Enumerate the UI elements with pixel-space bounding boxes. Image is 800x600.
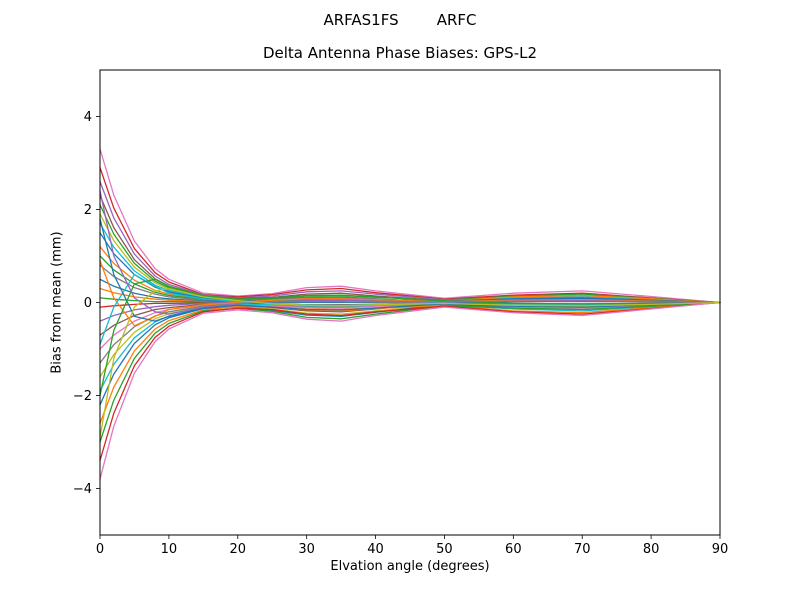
figure-suptitle: ARFAS1FS ARFC (323, 11, 477, 29)
series-line (99, 166, 721, 304)
chart-title: Delta Antenna Phase Biases: GPS-L2 (262, 44, 538, 62)
series-line (99, 301, 721, 425)
series-line (99, 301, 721, 350)
series-line (99, 301, 721, 462)
series-line (99, 301, 721, 480)
y-tick-label: −2 (73, 389, 92, 404)
x-tick-label: 70 (574, 542, 591, 557)
x-axis-label: Elvation angle (degrees) (330, 559, 490, 574)
x-tick-label: 50 (436, 542, 453, 557)
x-tick-label: 20 (230, 542, 247, 557)
series-line (99, 190, 721, 315)
x-tick-label: 60 (505, 542, 522, 557)
y-tick-label: 4 (84, 110, 92, 125)
x-tick-label: 40 (367, 542, 384, 557)
y-tick-label: 2 (84, 203, 92, 218)
x-tick-label: 0 (96, 542, 104, 557)
series-line (99, 278, 721, 397)
series-line (99, 287, 721, 439)
y-tick-label: −4 (73, 482, 92, 497)
series-line (99, 301, 721, 406)
series-line (99, 259, 721, 327)
series-line (99, 148, 721, 304)
x-tick-label: 90 (712, 542, 729, 557)
x-tick-label: 30 (298, 542, 315, 557)
series-line (99, 301, 721, 443)
y-tick-label: 0 (84, 296, 92, 311)
x-tick-label: 10 (161, 542, 178, 557)
x-tick-label: 80 (643, 542, 660, 557)
series-line (99, 194, 721, 304)
series-line (99, 204, 721, 304)
series-line (99, 180, 721, 304)
